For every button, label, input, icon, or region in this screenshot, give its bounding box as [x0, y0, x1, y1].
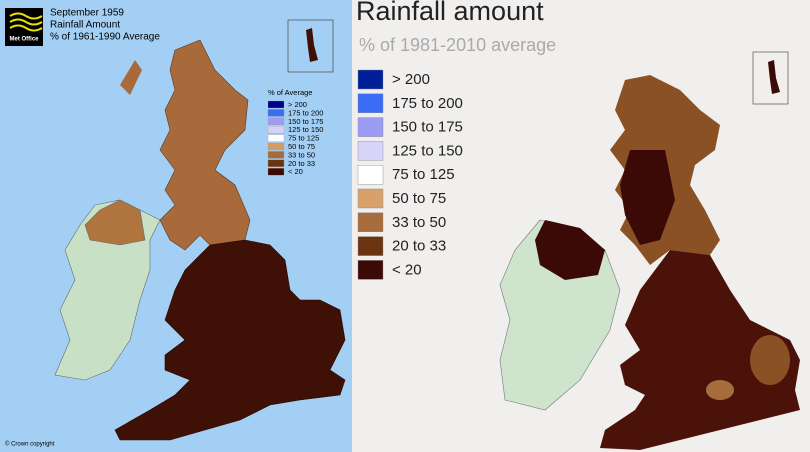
shetland-inset	[752, 51, 789, 105]
legend-swatch	[357, 117, 384, 137]
northern-ireland	[535, 220, 605, 280]
shetland-inset	[287, 19, 334, 73]
legend-label: < 20	[288, 167, 303, 176]
legend-swatch	[357, 188, 384, 209]
south-patch	[706, 380, 734, 400]
legend-swatch	[267, 159, 285, 167]
england-wales	[600, 250, 800, 450]
legend-swatch	[267, 168, 285, 176]
legend-swatch	[357, 260, 384, 280]
legend-swatch	[357, 236, 384, 256]
western-isles	[120, 60, 142, 95]
england-wales	[114, 239, 346, 441]
northern-ireland	[84, 199, 146, 246]
title-line: September 1959	[50, 8, 124, 19]
legend-swatch	[357, 141, 384, 161]
ireland	[54, 199, 161, 381]
legend-label: < 20	[392, 261, 422, 278]
legend-label: 150 to 175	[392, 119, 463, 136]
legend-swatch	[267, 109, 285, 117]
legend-label: 33 to 50	[392, 214, 446, 231]
legend-swatch	[357, 93, 384, 114]
legend-swatch	[267, 126, 285, 134]
legend-swatch	[357, 212, 384, 233]
legend-label: 20 to 33	[288, 159, 315, 168]
legend-swatch	[267, 142, 285, 151]
legend-label: 50 to 75	[288, 142, 315, 151]
legend-label: > 200	[392, 71, 430, 88]
legend-swatch	[267, 100, 285, 109]
title-line: % of 1961-1990 Average	[50, 32, 160, 43]
legend-swatch	[267, 134, 285, 142]
legend-label: 175 to 200	[392, 95, 463, 112]
legend-label: 125 to 150	[392, 142, 463, 159]
shetland	[768, 60, 780, 94]
right-subtitle: % of 1981-2010 average	[359, 35, 556, 55]
legend-label: 150 to 175	[288, 117, 323, 126]
legend-label: 175 to 200	[288, 108, 323, 117]
shetland	[306, 28, 318, 62]
west-scotland	[620, 150, 675, 245]
copyright: © Crown copyright	[5, 441, 55, 448]
legend-label: 125 to 150	[288, 125, 323, 134]
legend-label: 20 to 33	[392, 238, 446, 255]
legend-swatch	[357, 69, 384, 90]
right-legend: > 200 175 to 200 150 to 175 125 to 150 75 to…	[357, 69, 463, 280]
legend-label: 50 to 75	[392, 190, 446, 207]
legend-swatch	[267, 151, 285, 159]
left-legend-title: % of Average	[268, 88, 312, 97]
logo-text: Met Office	[9, 37, 39, 43]
logo-waves	[9, 12, 43, 32]
legend-swatch	[357, 164, 384, 185]
legend-swatch	[267, 117, 285, 125]
scotland	[159, 39, 251, 251]
right-title: Rainfall amount	[356, 0, 544, 26]
east-anglia-patch	[750, 335, 790, 385]
legend-label: 75 to 125	[392, 166, 455, 183]
legend-label: 75 to 125	[288, 134, 319, 143]
title-line: Rainfall Amount	[50, 20, 120, 31]
legend-label: 33 to 50	[288, 150, 315, 159]
legend-label: > 200	[288, 100, 307, 109]
